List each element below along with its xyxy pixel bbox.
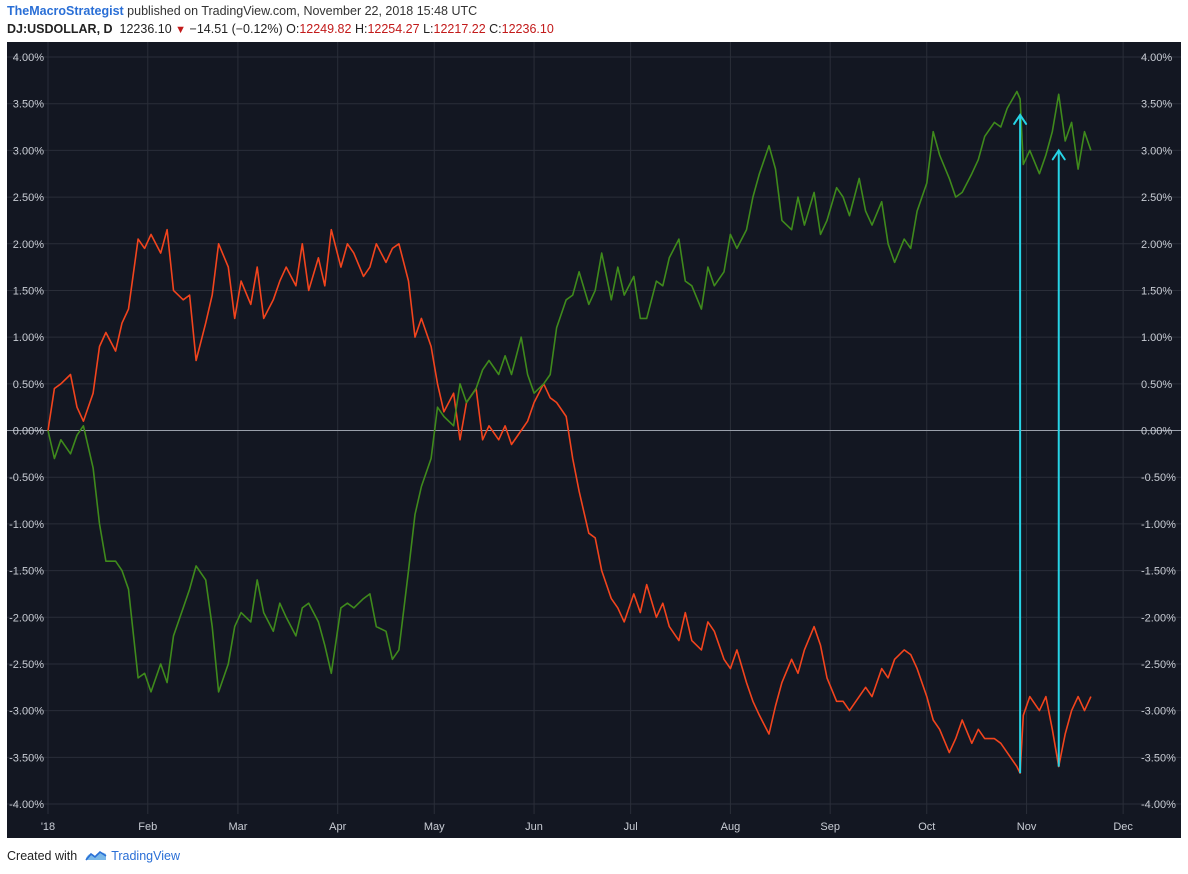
arrow-annotation <box>1051 148 1066 767</box>
y-tick-label-right: -0.50% <box>1141 472 1176 484</box>
x-tick-label: Nov <box>1017 821 1037 833</box>
y-tick-label-left: -4.00% <box>9 799 44 811</box>
published-text: published on TradingView.com, November 2… <box>123 4 478 18</box>
y-tick-label-left: 0.00% <box>13 426 44 438</box>
low-value: 12217.22 <box>433 22 486 36</box>
y-tick-label-right: -1.00% <box>1141 519 1176 531</box>
x-tick-label: Feb <box>138 821 157 833</box>
y-tick-label-right: 1.00% <box>1141 332 1172 344</box>
y-tick-label-right: 3.00% <box>1141 145 1172 157</box>
x-tick-label: Sep <box>820 821 840 833</box>
series-line-green <box>47 90 1092 693</box>
author-link[interactable]: TheMacroStrategist <box>7 4 124 18</box>
y-tick-label-left: 2.50% <box>13 192 44 204</box>
y-tick-label-left: -1.50% <box>9 566 44 578</box>
y-tick-label-right: 2.00% <box>1141 239 1172 251</box>
y-tick-label-right: 3.50% <box>1141 99 1172 111</box>
x-tick-label: Oct <box>918 821 935 833</box>
x-tick-label: Aug <box>721 821 741 833</box>
y-tick-label-right: -3.00% <box>1141 706 1176 718</box>
tradingview-logo-icon <box>85 849 107 864</box>
arrow-head <box>1013 113 1028 125</box>
y-tick-label-left: -3.50% <box>9 752 44 764</box>
y-tick-label-left: 4.00% <box>13 52 44 64</box>
close-value: 12236.10 <box>119 22 172 36</box>
y-tick-label-left: 1.00% <box>13 332 44 344</box>
y-tick-label-right: 4.00% <box>1141 52 1172 64</box>
y-tick-label-left: 1.50% <box>13 285 44 297</box>
y-tick-label-left: 3.50% <box>13 99 44 111</box>
close-label: C: <box>489 22 502 36</box>
series-group <box>47 90 1092 774</box>
y-tick-label-right: -1.50% <box>1141 566 1176 578</box>
created-with-text: Created with <box>7 849 78 863</box>
high-value: 12254.27 <box>367 22 420 36</box>
y-tick-label-right: 1.50% <box>1141 285 1172 297</box>
y-tick-label-left: -2.50% <box>9 659 44 671</box>
y-tick-label-right: -2.00% <box>1141 612 1176 624</box>
y-tick-label-right: -4.00% <box>1141 799 1176 811</box>
x-tick-label: Apr <box>329 821 346 833</box>
open-value: 12249.82 <box>299 22 352 36</box>
y-tick-label-right: -2.50% <box>1141 659 1176 671</box>
change-value: −14.51 (−0.12%) <box>189 22 283 36</box>
arrow-annotation <box>1013 113 1028 774</box>
y-tick-label-left: -3.00% <box>9 706 44 718</box>
y-tick-label-left: -2.00% <box>9 612 44 624</box>
y-tick-label-left: 0.50% <box>13 379 44 391</box>
x-tick-label: Jul <box>624 821 638 833</box>
y-tick-label-left: -0.50% <box>9 472 44 484</box>
down-triangle-icon: ▼ <box>175 24 187 36</box>
y-tick-label-right: 2.50% <box>1141 192 1172 204</box>
y-tick-label-right: -3.50% <box>1141 752 1176 764</box>
x-tick-label: '18 <box>41 821 55 833</box>
x-tick-label: Dec <box>1113 821 1133 833</box>
x-tick-label: Mar <box>228 821 247 833</box>
y-axis-right[interactable]: 4.00% 3.50% 3.00% 2.50% 2.00% 1.50% 1.00% 0.50%… <box>1141 52 1176 811</box>
y-tick-label-left: 3.00% <box>13 145 44 157</box>
symbol-label: DJ:USDOLLAR, D <box>7 22 113 36</box>
x-tick-label: Jun <box>525 821 543 833</box>
arrow-annotations <box>1013 113 1066 774</box>
arrow-head <box>1051 148 1066 161</box>
series-line-orange <box>47 228 1092 774</box>
low-label: L: <box>423 22 434 36</box>
chart-background <box>7 42 1181 838</box>
open-label: O: <box>286 22 300 36</box>
y-tick-label-left: -1.00% <box>9 519 44 531</box>
y-tick-label-right: 0.00% <box>1141 426 1172 438</box>
y-tick-label-left: 2.00% <box>13 239 44 251</box>
x-axis[interactable]: '18 Feb Mar Apr May Jun Jul Aug Sep Oct Nov Dec <box>41 821 1134 833</box>
y-axis-left[interactable]: 4.00% 3.50% 3.00% 2.50% 2.00% 1.50% 1.00% 0.50%… <box>9 52 44 811</box>
close-value-ohlc: 12236.10 <box>501 22 554 36</box>
tradingview-link[interactable]: TradingView <box>111 849 180 863</box>
y-tick-label-right: 0.50% <box>1141 379 1172 391</box>
high-label: H: <box>354 22 368 36</box>
ohlc-legend: DJ:USDOLLAR, D 12236.10 ▼ −14.51 (−0.12%… <box>7 22 554 36</box>
publish-info: TheMacroStrategist published on TradingV… <box>7 4 477 18</box>
x-tick-label: May <box>424 821 445 833</box>
footer: Created with TradingView <box>7 849 180 864</box>
